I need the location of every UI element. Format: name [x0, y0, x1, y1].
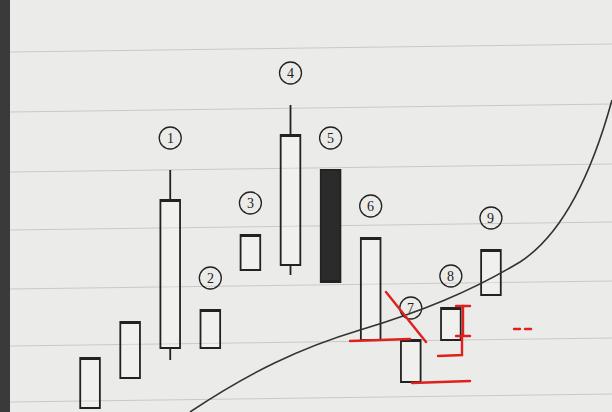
- svg-text:3: 3: [247, 196, 254, 211]
- svg-text:4: 4: [287, 66, 294, 81]
- svg-text:8: 8: [447, 269, 454, 284]
- svg-text:9: 9: [487, 211, 494, 226]
- svg-text:7: 7: [407, 301, 414, 316]
- svg-text:6: 6: [367, 199, 374, 214]
- svg-text:1: 1: [167, 131, 174, 146]
- svg-text:2: 2: [207, 271, 214, 286]
- svg-text:5: 5: [327, 131, 334, 146]
